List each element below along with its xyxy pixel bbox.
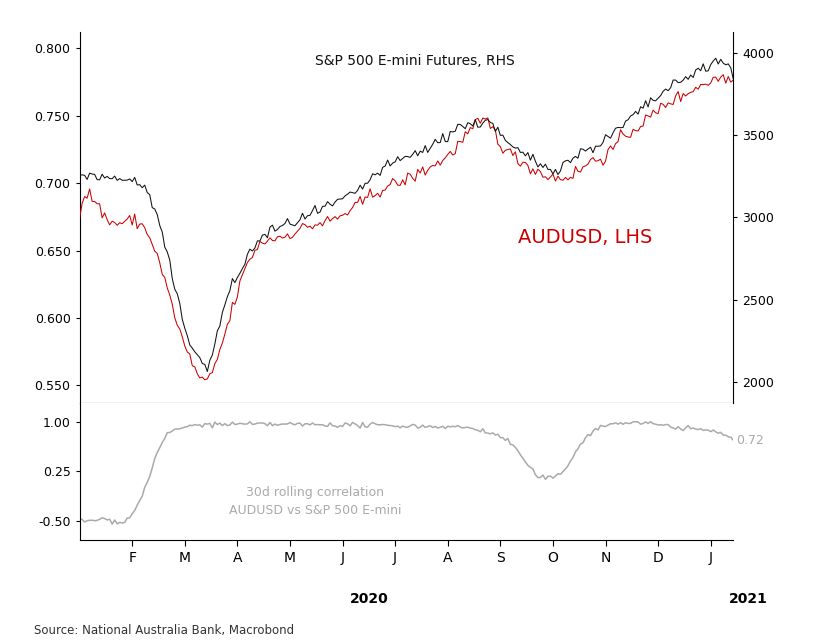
Text: S&P 500 E-mini Futures, RHS: S&P 500 E-mini Futures, RHS [315,55,515,68]
Text: 0.72: 0.72 [737,434,764,448]
Text: 2021: 2021 [729,592,768,606]
Text: 30d rolling correlation
AUDUSD vs S&P 500 E-mini: 30d rolling correlation AUDUSD vs S&P 50… [229,486,401,517]
Text: AUDUSD, LHS: AUDUSD, LHS [518,228,652,248]
Text: 2020: 2020 [349,592,388,606]
Text: Source: National Australia Bank, Macrobond: Source: National Australia Bank, Macrobo… [34,624,293,637]
